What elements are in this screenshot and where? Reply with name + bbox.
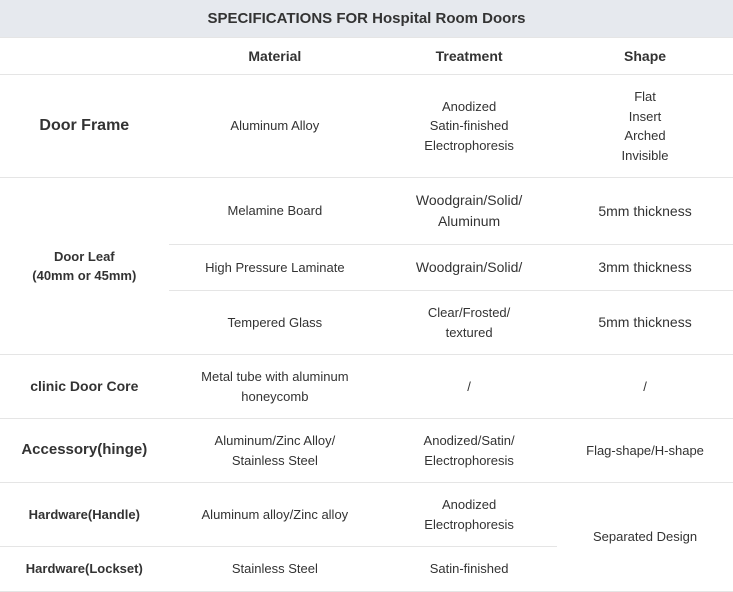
cell-shape-shared: Separated Design xyxy=(557,483,733,592)
cell-material: Aluminum alloy/Zinc alloy xyxy=(169,483,382,547)
cell-shape: / xyxy=(557,355,733,419)
row-hinge: Accessory(hinge) Aluminum/Zinc Alloy/ St… xyxy=(0,419,733,483)
cell-treatment: Woodgrain/Solid/ Aluminum xyxy=(381,178,557,245)
cell-material: Aluminum/Zinc Alloy/ Stainless Steel xyxy=(169,419,382,483)
row-door-leaf-1: Door Leaf (40mm or 45mm) Melamine Board … xyxy=(0,178,733,245)
col-blank xyxy=(0,38,169,75)
cell-shape: 5mm thickness xyxy=(557,291,733,355)
cell-shape: 5mm thickness xyxy=(557,178,733,245)
cell-shape: Flag-shape/H-shape xyxy=(557,419,733,483)
cell-treatment: Anodized Electrophoresis xyxy=(381,483,557,547)
cell-treatment: / xyxy=(381,355,557,419)
col-treatment: Treatment xyxy=(381,38,557,75)
cell-material: Melamine Board xyxy=(169,178,382,245)
row-core: clinic Door Core Metal tube with aluminu… xyxy=(0,355,733,419)
cell-material: Metal tube with aluminum honeycomb xyxy=(169,355,382,419)
cell-treatment: Woodgrain/Solid/ xyxy=(381,245,557,291)
cell-shape: 3mm thickness xyxy=(557,245,733,291)
cell-material: Stainless Steel xyxy=(169,547,382,592)
row-label: Door Frame xyxy=(0,75,169,178)
specifications-table: SPECIFICATIONS FOR Hospital Room Doors M… xyxy=(0,0,733,592)
cell-treatment: Anodized Satin-finished Electrophoresis xyxy=(381,75,557,178)
cell-shape: Flat Insert Arched Invisible xyxy=(557,75,733,178)
cell-treatment: Anodized/Satin/ Electrophoresis xyxy=(381,419,557,483)
row-label: clinic Door Core xyxy=(0,355,169,419)
row-label: Hardware(Lockset) xyxy=(0,547,169,592)
col-shape: Shape xyxy=(557,38,733,75)
cell-material: Aluminum Alloy xyxy=(169,75,382,178)
row-label: Hardware(Handle) xyxy=(0,483,169,547)
cell-material: High Pressure Laminate xyxy=(169,245,382,291)
row-handle: Hardware(Handle) Aluminum alloy/Zinc all… xyxy=(0,483,733,547)
row-label: Accessory(hinge) xyxy=(0,419,169,483)
row-door-frame: Door Frame Aluminum Alloy Anodized Satin… xyxy=(0,75,733,178)
col-material: Material xyxy=(169,38,382,75)
row-label: Door Leaf (40mm or 45mm) xyxy=(0,178,169,355)
cell-material: Tempered Glass xyxy=(169,291,382,355)
cell-treatment: Satin-finished xyxy=(381,547,557,592)
table-title: SPECIFICATIONS FOR Hospital Room Doors xyxy=(0,0,733,38)
cell-treatment: Clear/Frosted/ textured xyxy=(381,291,557,355)
